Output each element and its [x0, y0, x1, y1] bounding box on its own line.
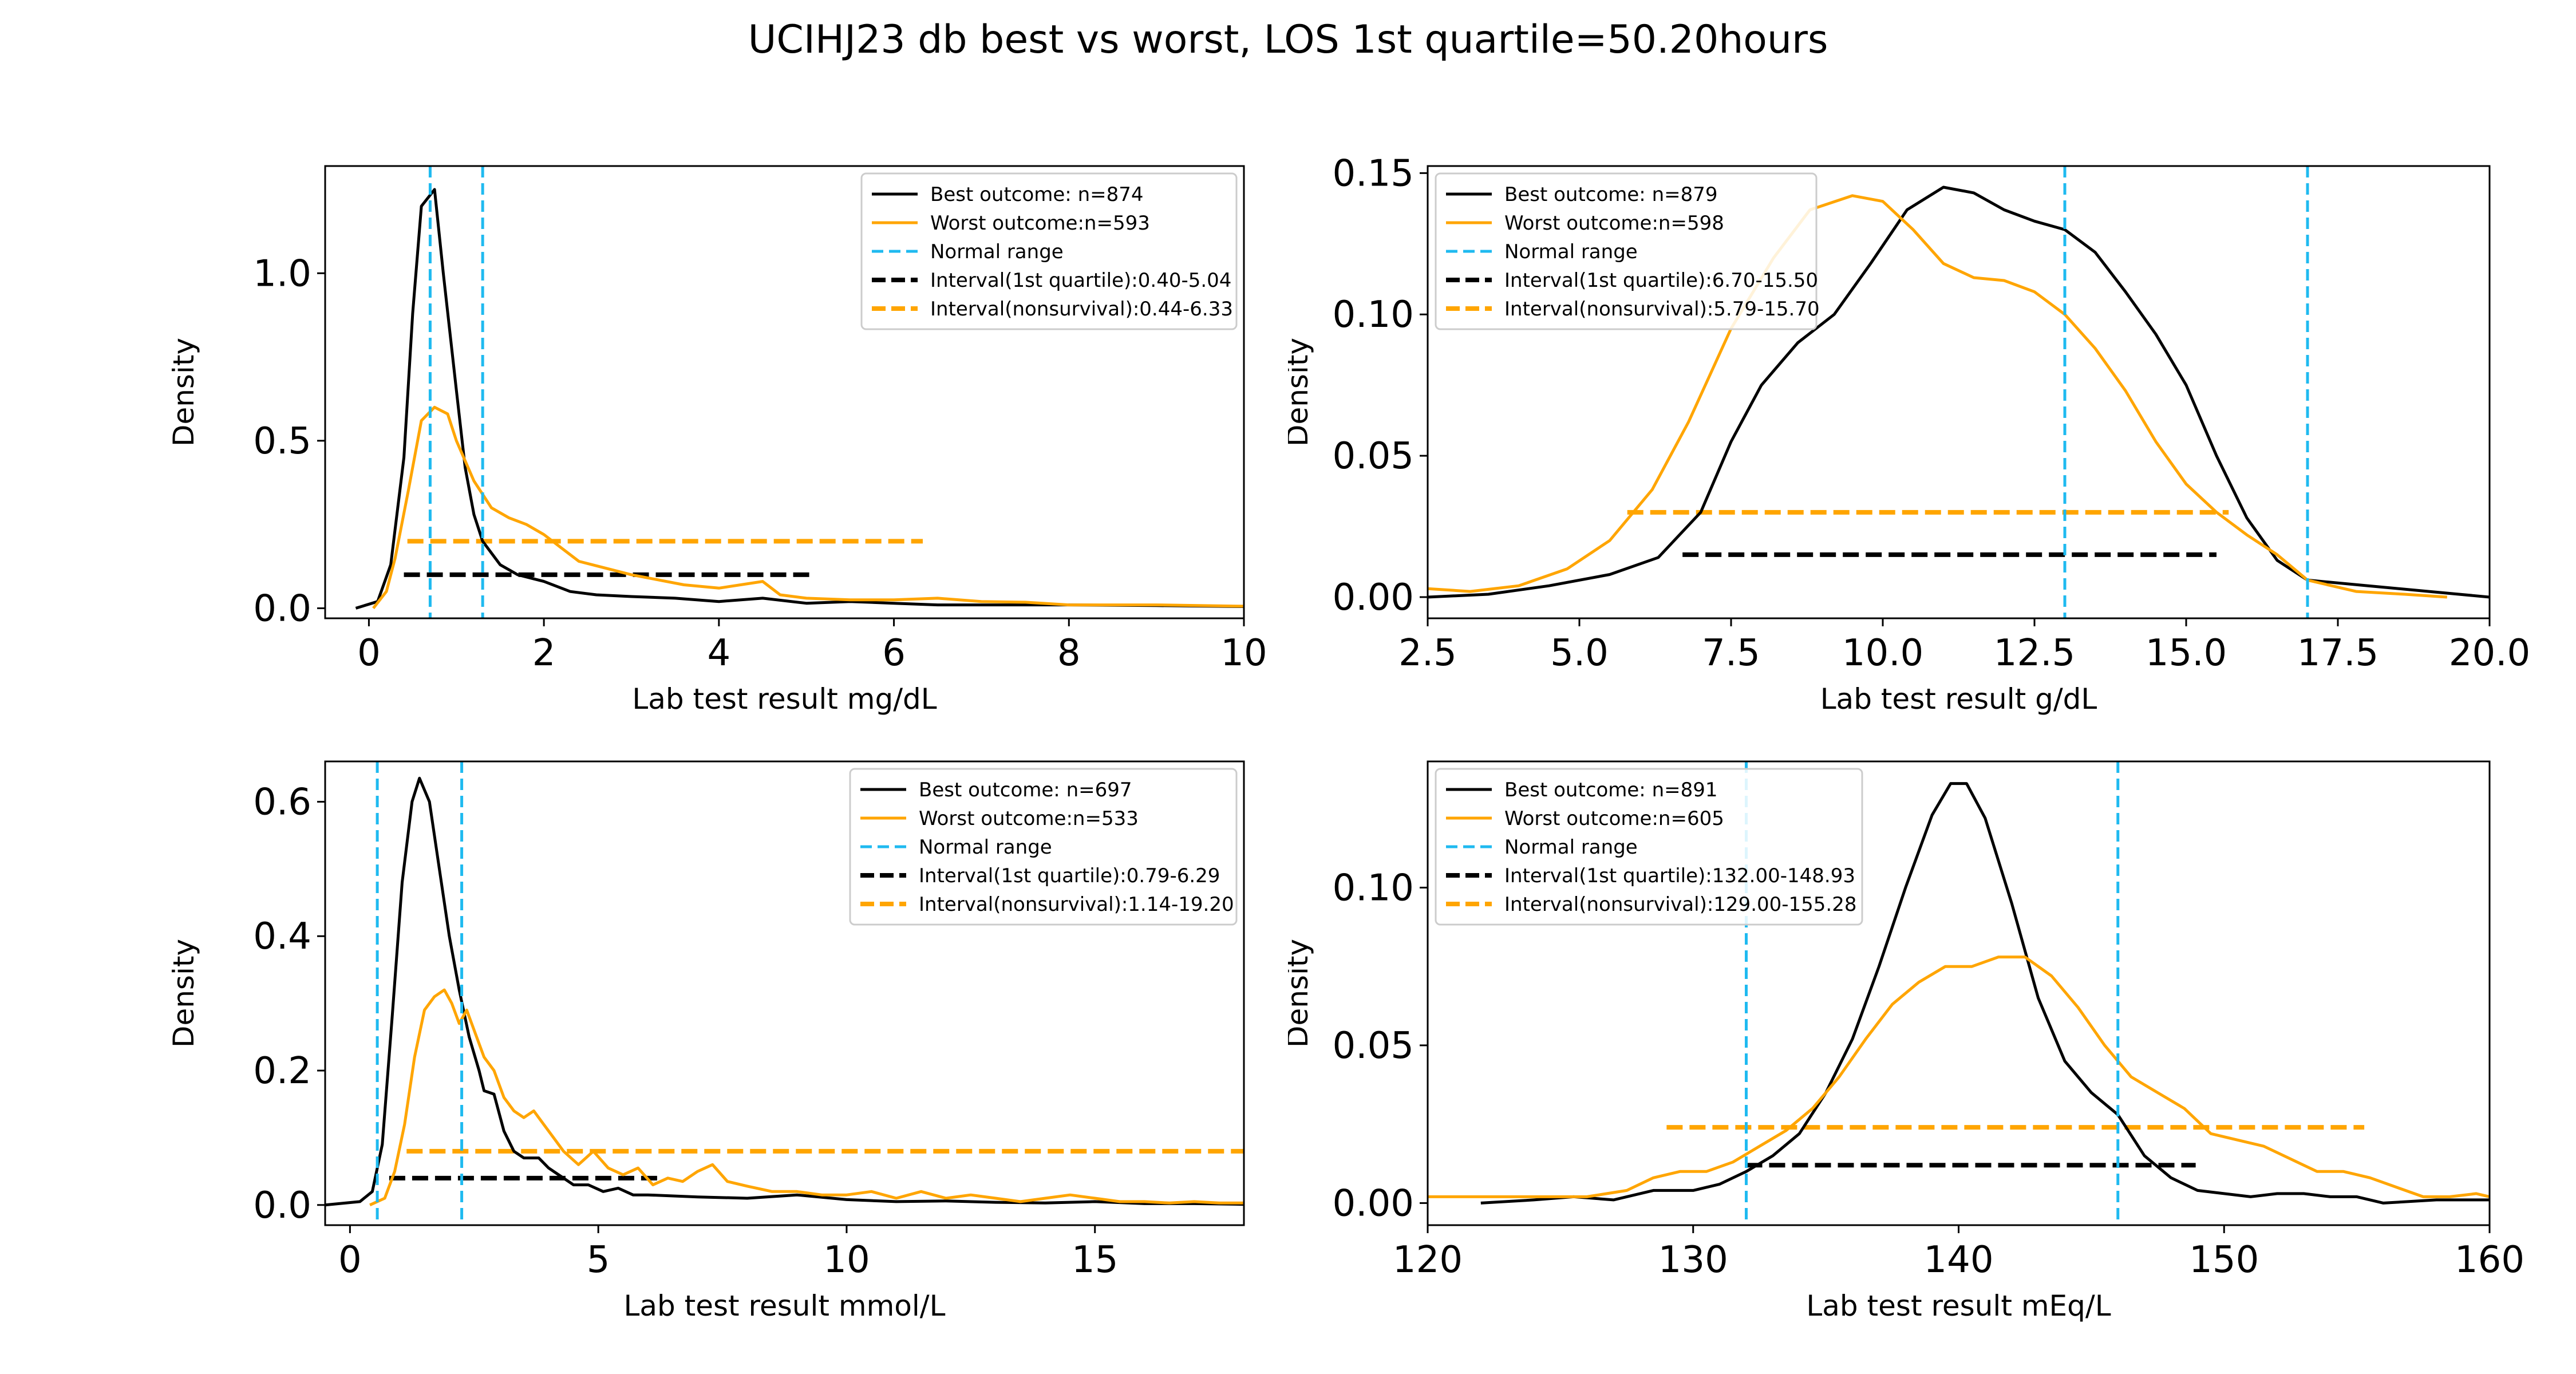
- legend-box: [860, 172, 1238, 330]
- x-tick-label: 10: [1220, 632, 1267, 674]
- legend-label: Interval(nonsurvival):1.14-19.20: [919, 893, 1234, 916]
- y-axis-label: Density: [167, 939, 200, 1048]
- legend: Best outcome: n=879 Worst outcome:n=598 No…: [1435, 172, 1820, 330]
- plot-area: [1428, 166, 2490, 618]
- legend-label: Best outcome: n=879: [1504, 183, 1718, 206]
- y-tick-label: 0.2: [253, 1050, 311, 1092]
- legend-box: [1435, 768, 1863, 926]
- y-tick-label: 0.05: [1333, 435, 1415, 477]
- x-tick-label: 140: [1923, 1239, 1993, 1281]
- legend-label: Worst outcome:n=533: [919, 807, 1139, 830]
- density-line-worst: [372, 405, 1244, 609]
- plot-frame: [324, 165, 1245, 619]
- y-tick-label: 0.05: [1333, 1025, 1415, 1067]
- x-tick-label: 0: [357, 632, 381, 674]
- legend-label: Interval(1st quartile):0.40-5.04: [930, 269, 1231, 292]
- chart-panel-g-dl: 2.5 5.0 7.5 10.0 12.5 15.0 17.5 20.0 0.00 0.05 0.1…: [1288, 152, 2531, 716]
- y-tick-label: 0.0: [253, 587, 311, 630]
- x-tick-label: 130: [1658, 1239, 1728, 1281]
- legend-label: Normal range: [930, 240, 1064, 263]
- x-tick-label: 150: [2189, 1239, 2259, 1281]
- legend-label: Normal range: [1504, 240, 1638, 263]
- x-axis-label: Lab test result mEq/L: [1806, 1289, 2111, 1322]
- y-tick-label: 0.00: [1333, 1182, 1415, 1225]
- legend-label: Best outcome: n=874: [930, 183, 1144, 206]
- legend-label: Normal range: [1504, 836, 1638, 859]
- x-tick-label: 120: [1393, 1239, 1463, 1281]
- y-tick-label: 0.10: [1333, 867, 1415, 909]
- legend-label: Normal range: [919, 836, 1052, 859]
- legend-label: Interval(nonsurvival):5.79-15.70: [1504, 298, 1820, 321]
- legend-box: [849, 768, 1238, 926]
- y-axis-label: Density: [167, 338, 200, 447]
- x-tick-label: 5.0: [1550, 632, 1609, 674]
- legend-box: [1435, 172, 1818, 330]
- x-axis-label: Lab test result g/dL: [1820, 682, 2097, 716]
- y-tick-label: 0.5: [253, 420, 311, 463]
- y-tick-label: 0.00: [1333, 577, 1415, 619]
- density-line-worst: [1428, 194, 2447, 599]
- x-tick-label: 10: [823, 1239, 870, 1281]
- legend: Best outcome: n=697 Worst outcome:n=533 No…: [849, 768, 1238, 926]
- y-axis-label: Density: [1288, 939, 1314, 1048]
- figure-title: UCIHJ23 db best vs worst, LOS 1st quarti…: [748, 17, 1828, 62]
- chart-panel-mmol-l: 0 5 10 15 0.0 0.2 0.4 0.6 Lab test result mmol/L…: [167, 760, 1245, 1322]
- density-line-worst: [1428, 956, 2490, 1198]
- x-tick-label: 8: [1057, 632, 1081, 674]
- plot-frame: [1427, 165, 2491, 619]
- plot-area: [325, 761, 1244, 1225]
- chart-panel-meq-l: 120 130 140 150 160 0.00 0.05 0.10 Lab test resu…: [1288, 760, 2524, 1322]
- x-tick-label: 20.0: [2449, 632, 2531, 674]
- density-line-worst: [369, 988, 1244, 1207]
- legend-label: Worst outcome:n=605: [1504, 807, 1724, 830]
- y-tick-label: 1.0: [253, 252, 311, 295]
- x-tick-label: 10.0: [1842, 632, 1924, 674]
- y-axis-label: Density: [1288, 338, 1314, 447]
- plot-area: [355, 166, 1244, 618]
- density-line-best: [325, 776, 1244, 1207]
- y-tick-label: 0.4: [253, 915, 311, 958]
- x-tick-label: 5: [587, 1239, 610, 1281]
- y-tick-label: 0.6: [253, 781, 311, 823]
- x-tick-label: 2: [532, 632, 556, 674]
- x-axis-label: Lab test result mmol/L: [624, 1289, 946, 1322]
- legend-label: Best outcome: n=891: [1504, 779, 1718, 802]
- x-tick-label: 15.0: [2146, 632, 2227, 674]
- x-tick-label: 17.5: [2297, 632, 2379, 674]
- legend: Best outcome: n=891 Worst outcome:n=605 No…: [1435, 768, 1863, 926]
- x-axis-label: Lab test result mg/dL: [632, 682, 937, 716]
- legend-label: Interval(1st quartile):132.00-148.93: [1504, 864, 1855, 887]
- legend: Best outcome: n=874 Worst outcome:n=593 No…: [860, 172, 1238, 330]
- y-tick-label: 0.0: [253, 1185, 311, 1227]
- plot-frame: [324, 760, 1245, 1226]
- legend-label: Interval(1st quartile):6.70-15.50: [1504, 269, 1818, 292]
- chart-panel-mg-dl: 0 2 4 6 8 10 0.0 0.5 1.0 Lab test result mg/dL Den…: [167, 165, 1267, 716]
- x-tick-label: 7.5: [1702, 632, 1760, 674]
- x-tick-label: 12.5: [1994, 632, 2076, 674]
- legend-label: Worst outcome:n=598: [1504, 212, 1724, 235]
- density-line-best: [1480, 782, 2490, 1205]
- y-tick-label: 0.15: [1333, 152, 1415, 195]
- legend-label: Interval(nonsurvival):129.00-155.28: [1504, 893, 1857, 916]
- x-tick-label: 15: [1072, 1239, 1118, 1281]
- legend-label: Interval(nonsurvival):0.44-6.33: [930, 298, 1233, 321]
- legend-label: Best outcome: n=697: [919, 779, 1132, 802]
- y-tick-label: 0.10: [1333, 294, 1415, 336]
- x-tick-label: 0: [338, 1239, 362, 1281]
- density-line-best: [1428, 185, 2490, 599]
- x-tick-label: 160: [2455, 1239, 2524, 1281]
- density-line-best: [355, 188, 1244, 610]
- x-tick-label: 2.5: [1398, 632, 1457, 674]
- legend-label: Interval(1st quartile):0.79-6.29: [919, 864, 1220, 887]
- legend-label: Worst outcome:n=593: [930, 212, 1150, 235]
- x-tick-label: 4: [707, 632, 730, 674]
- x-tick-label: 6: [882, 632, 906, 674]
